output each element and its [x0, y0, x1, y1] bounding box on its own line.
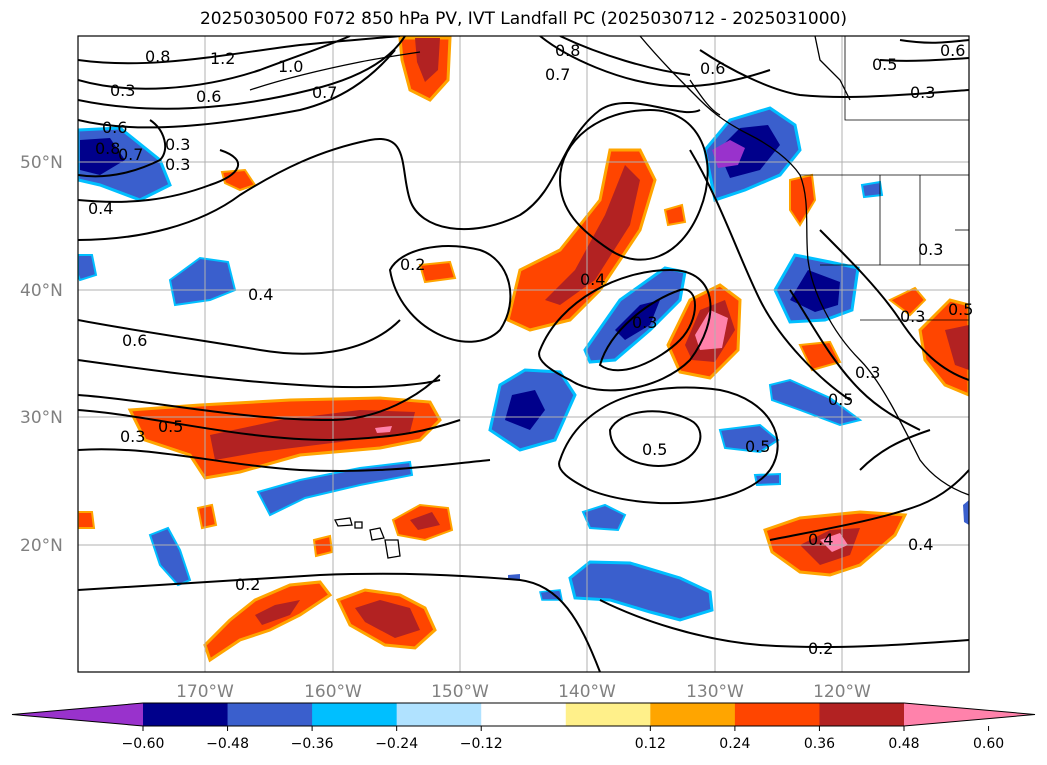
- map-gridlines: [78, 36, 969, 672]
- map-title: 2025030500 F072 850 hPa PV, IVT Landfall…: [199, 9, 847, 29]
- colorbar-segment: [227, 703, 313, 726]
- colorbar-tick-label: 0.36: [804, 736, 835, 752]
- contour-label: 0.4: [248, 285, 273, 304]
- colorbar-tick-label: −0.60: [122, 736, 165, 752]
- contour-label: 1.2: [210, 49, 235, 68]
- contour-label: 0.5: [948, 300, 973, 319]
- colorbar-segment: [819, 703, 905, 726]
- colorbar-segment: [312, 703, 398, 726]
- contour-label: 0.4: [808, 530, 833, 549]
- lat-label: 20°N: [20, 536, 63, 556]
- contour-label: 0.2: [235, 575, 260, 594]
- contour-label-group: 1.2 1.0 0.8 0.6 0.3 0.6 0.8 0.7 0.3 0.4 …: [88, 41, 973, 658]
- contour-label: 0.2: [400, 255, 425, 274]
- lon-label: 140°W: [558, 682, 616, 702]
- contour-label: 0.8: [95, 139, 120, 158]
- lat-label: 50°N: [20, 153, 63, 173]
- colorbar-tick-label: −0.48: [206, 736, 249, 752]
- contour-label: 0.7: [312, 83, 337, 102]
- lon-label: 150°W: [431, 682, 489, 702]
- lat-label: 40°N: [20, 281, 63, 301]
- colorbar-segment: [481, 703, 567, 726]
- colorbar-tick-label: 0.12: [635, 736, 666, 752]
- contour-label: 0.6: [700, 59, 725, 78]
- contour-label: 0.5: [745, 437, 770, 456]
- contour-label: 1.0: [278, 57, 303, 76]
- contour-label: 0.3: [632, 313, 657, 332]
- contour-label: 0.6: [196, 87, 221, 106]
- colorbar-segment: [565, 703, 651, 726]
- contour-label: 0.5: [872, 55, 897, 74]
- colorbar: −0.60 −0.48 −0.36 −0.24 −0.12 0.12 0.24 0.36 0.4…: [11, 702, 1036, 752]
- contour-label: 0.3: [110, 81, 135, 100]
- contour-label: 0.2: [808, 639, 833, 658]
- contour-label: 0.5: [158, 417, 183, 436]
- contour-label: 0.5: [642, 440, 667, 459]
- contour-label: 0.3: [165, 135, 190, 154]
- colorbar-segment: [143, 703, 229, 726]
- pv-contours: [78, 36, 969, 672]
- contour-label: 0.5: [828, 390, 853, 409]
- contour-label: 0.8: [555, 41, 580, 60]
- contour-label: 0.8: [145, 47, 170, 66]
- map-frame: [77, 35, 970, 673]
- colorbar-tick-label: 0.24: [719, 736, 750, 752]
- contour-label: 0.3: [918, 240, 943, 259]
- contour-label: 0.3: [855, 363, 880, 382]
- contour-label: 0.7: [118, 145, 143, 164]
- contour-label: 0.6: [102, 118, 127, 137]
- colorbar-tick-label: −0.12: [460, 736, 503, 752]
- contour-label: 0.3: [120, 427, 145, 446]
- contour-label: 0.6: [122, 331, 147, 350]
- lon-label: 160°W: [304, 682, 362, 702]
- lon-label: 170°W: [176, 682, 234, 702]
- lon-label: 130°W: [686, 682, 744, 702]
- lat-label: 30°N: [20, 408, 63, 428]
- contour-label: 0.4: [908, 535, 933, 554]
- colorbar-segment: [734, 703, 820, 726]
- colorbar-tick-label: 0.60: [973, 736, 1004, 752]
- longitude-labels: 170°W 160°W 150°W 140°W 130°W 120°W: [176, 682, 871, 702]
- colorbar-extend-left: [12, 703, 143, 726]
- contour-label: 0.3: [900, 307, 925, 326]
- colorbar-extend-right: [904, 703, 1035, 726]
- colorbar-tick-label: −0.36: [291, 736, 334, 752]
- contour-label: 0.3: [165, 155, 190, 174]
- contour-label: 0.3: [910, 83, 935, 102]
- contour-label: 0.4: [580, 270, 605, 289]
- contour-label: 0.7: [545, 65, 570, 84]
- latitude-labels: 50°N 40°N 30°N 20°N: [20, 153, 63, 556]
- political-borders: [800, 36, 969, 321]
- colorbar-tick-label: 0.48: [888, 736, 919, 752]
- colorbar-segment: [650, 703, 736, 726]
- contour-label: 0.4: [88, 199, 113, 218]
- contour-label: 0.6: [940, 41, 965, 60]
- colorbar-segment: [396, 703, 482, 726]
- lon-label: 120°W: [813, 682, 871, 702]
- colorbar-tick-label: −0.24: [375, 736, 418, 752]
